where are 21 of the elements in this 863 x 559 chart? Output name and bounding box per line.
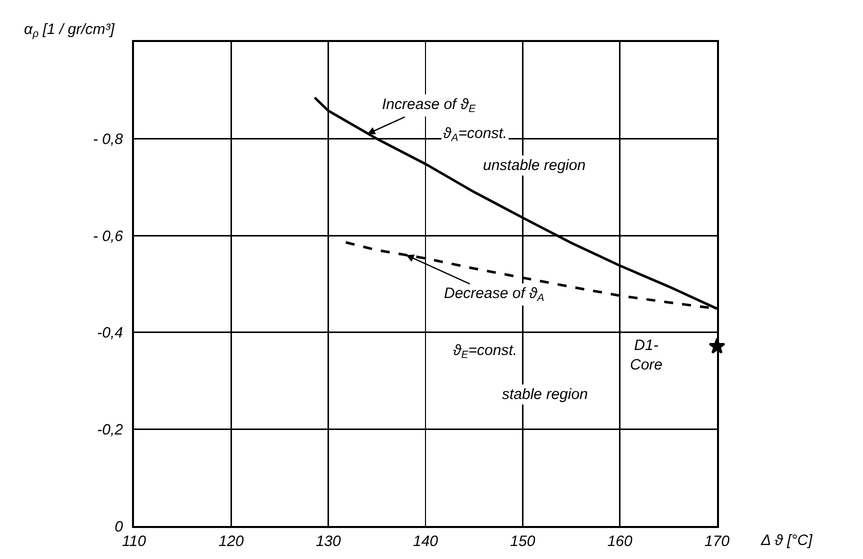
y-tick-label: -0,4: [97, 324, 123, 342]
x-axis-title: Δ ϑ [°C]: [760, 532, 814, 549]
annotation: stable region: [502, 386, 588, 403]
y-tick-label: - 0,8: [92, 131, 124, 148]
annotation: ϑ$_{E}$=const.: [453, 342, 518, 362]
y-tick-label: -0,2: [97, 421, 124, 438]
x-tick-label: 120: [218, 533, 244, 550]
x-tick-label: 170: [704, 533, 730, 550]
y-axis-title: α$_{ρ}$ [1 / gr/cm³]: [24, 21, 116, 40]
annotation: ϑ$_{A}$=const.: [443, 125, 508, 144]
annotation: D1- Core: [630, 337, 663, 374]
y-tick-label: - 0,6: [92, 228, 124, 245]
x-tick-label: 110: [122, 533, 147, 550]
x-tick-label: 140: [412, 533, 439, 550]
x-tick-label: 160: [607, 533, 633, 550]
y-tick-label: 0: [114, 518, 124, 536]
x-tick-label: 150: [510, 533, 536, 550]
annotation: Decrease of ϑ$_{A}$: [444, 285, 544, 304]
annotation: unstable region: [483, 157, 586, 174]
x-tick-label: 130: [316, 533, 342, 550]
annotation: Increase of ϑ$_{E}$: [382, 96, 477, 116]
